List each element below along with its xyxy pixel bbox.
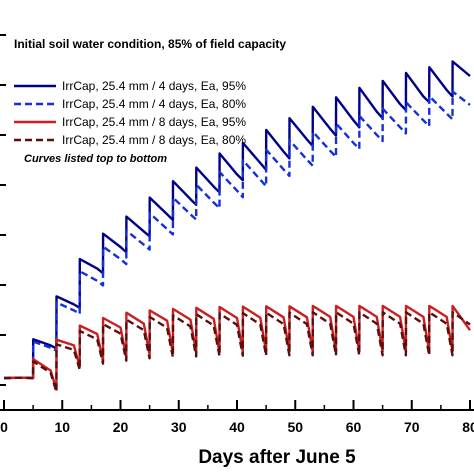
legend: IrrCap, 25.4 mm / 4 days, Ea, 95% IrrCap,… (14, 79, 246, 147)
legend-label-2: IrrCap, 25.4 mm / 4 days, Ea, 80% (62, 97, 246, 111)
x-tick-label-40: 40 (229, 419, 245, 435)
curves-note: Curves listed top to bottom (24, 153, 167, 165)
x-tick-label-80: 80 (462, 419, 474, 435)
x-tick-label-0: 0 (0, 419, 8, 435)
x-tick-label-20: 20 (113, 419, 129, 435)
legend-label-3: IrrCap, 25.4 mm / 8 days, Ea, 95% (62, 115, 246, 129)
x-tick-label-30: 30 (171, 419, 187, 435)
series-line-2 (3, 90, 471, 380)
series-line-4 (3, 311, 471, 393)
series-line-1 (3, 60, 471, 380)
x-axis-title: Days after June 5 (198, 447, 356, 468)
x-tick-label-60: 60 (346, 419, 362, 435)
x-tick-label-70: 70 (404, 419, 420, 435)
legend-item-4: IrrCap, 25.4 mm / 8 days, Ea, 80% (14, 133, 246, 147)
series-line-3 (3, 304, 471, 391)
x-tick-labels: 0 10 20 30 40 50 60 70 80 (0, 419, 474, 435)
legend-item-1: IrrCap, 25.4 mm / 4 days, Ea, 95% (14, 79, 246, 93)
x-tick-label-50: 50 (287, 419, 303, 435)
x-tick-label-10: 10 (54, 419, 70, 435)
legend-label-1: IrrCap, 25.4 mm / 4 days, Ea, 95% (62, 79, 246, 93)
legend-item-2: IrrCap, 25.4 mm / 4 days, Ea, 80% (14, 97, 246, 111)
legend-label-4: IrrCap, 25.4 mm / 8 days, Ea, 80% (62, 133, 246, 147)
annotation: Initial soil water condition, 85% of fie… (14, 37, 286, 51)
x-ticks (3, 400, 471, 410)
legend-item-3: IrrCap, 25.4 mm / 8 days, Ea, 95% (14, 115, 246, 129)
plot-lines (3, 60, 471, 393)
